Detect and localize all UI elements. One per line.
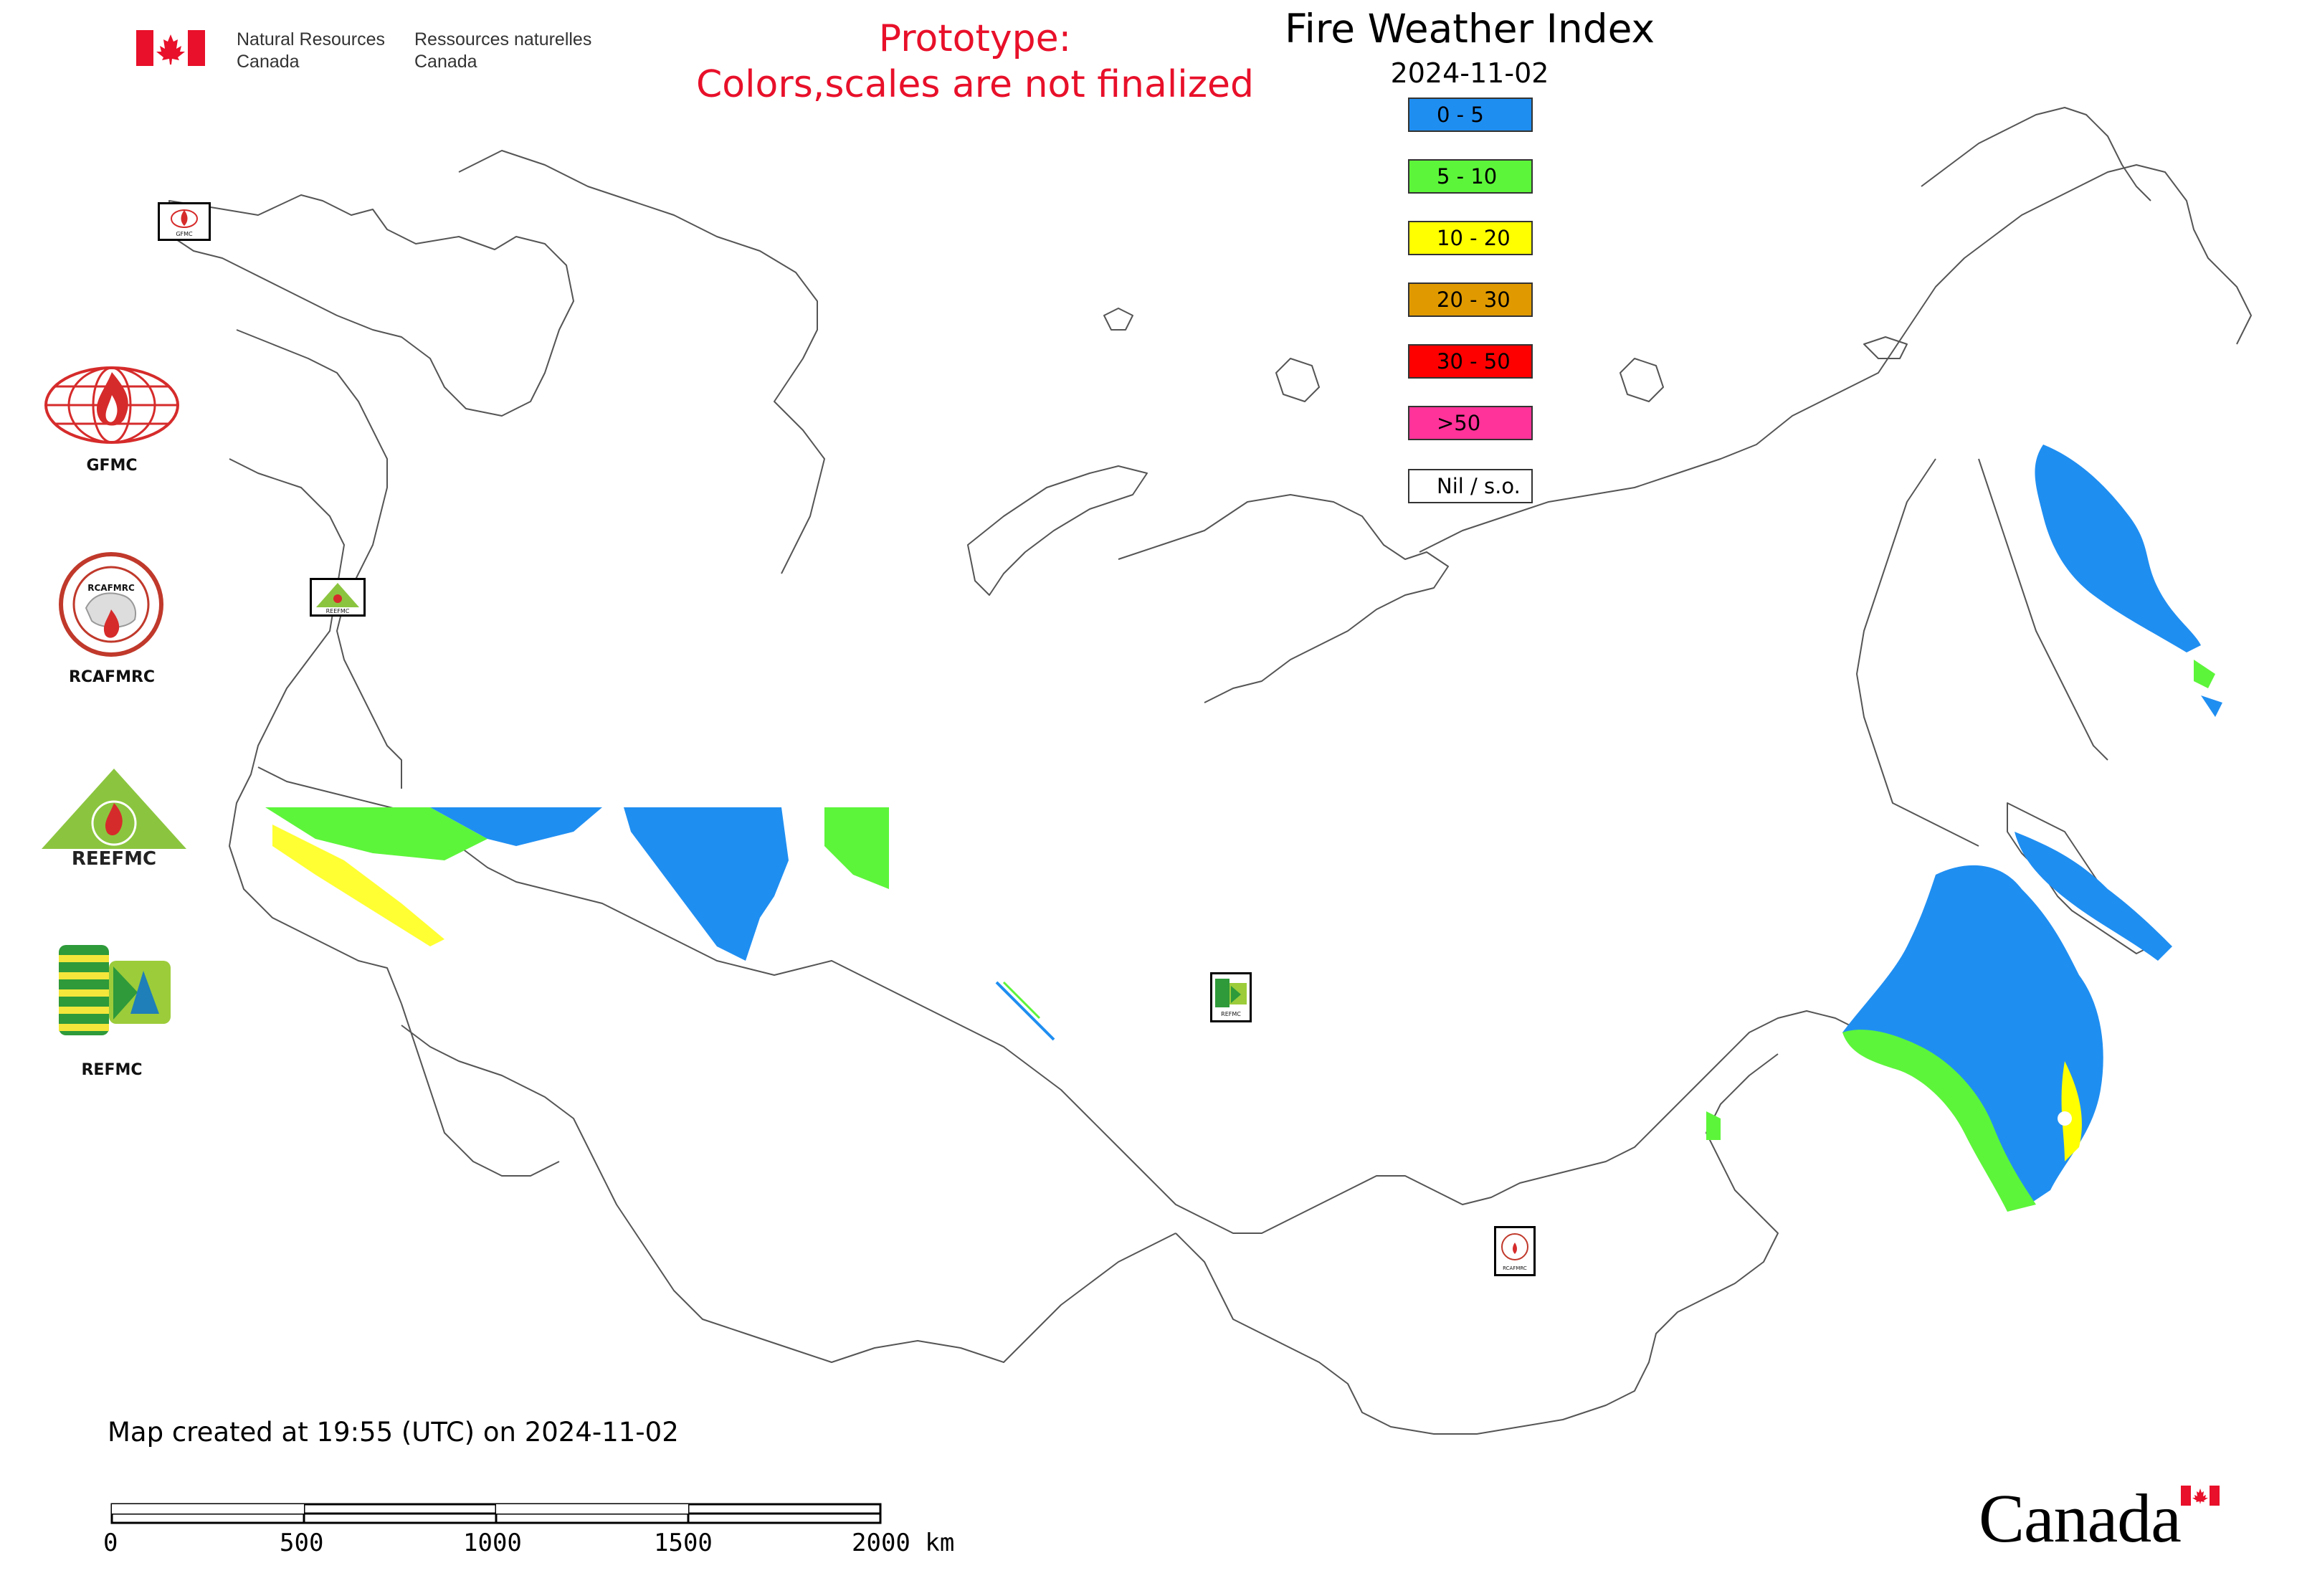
rcafmrc-logo-label: RCAFMRC bbox=[68, 668, 156, 686]
border-caspian bbox=[401, 1003, 560, 1177]
scale-label-500: 500 bbox=[280, 1529, 324, 1557]
coast-okhotsk bbox=[1856, 458, 1979, 847]
fwi-coverage-kamchatka bbox=[2035, 445, 2222, 717]
canada-wordmark: Canada bbox=[1979, 1480, 2182, 1557]
legend-item-nil: Nil / s.o. bbox=[1408, 469, 1533, 503]
legend-item-5-10: 5 - 10 bbox=[1408, 159, 1533, 194]
border-central-asia bbox=[401, 1025, 1176, 1363]
prototype-notice: Prototype: Colors,scales are not finaliz… bbox=[609, 16, 1341, 108]
coast-kola bbox=[458, 150, 825, 574]
legend-item-20-30: 20 - 30 bbox=[1408, 282, 1533, 317]
refmc-marker: REFMC bbox=[1210, 972, 1252, 1022]
gfmc-logo-label: GFMC bbox=[86, 457, 138, 475]
coast-chukotka bbox=[1921, 107, 2151, 201]
gov-name-en: Natural Resources Canada bbox=[237, 29, 385, 73]
coast-north-siberia bbox=[1419, 164, 2252, 553]
svg-text:RCAFMRC: RCAFMRC bbox=[87, 583, 135, 593]
canada-flag-icon bbox=[136, 30, 205, 66]
rcafmrc-marker-label: RCAFMRC bbox=[1503, 1265, 1527, 1271]
gfmc-marker: GFMC bbox=[158, 202, 211, 241]
gov-en-line2: Canada bbox=[237, 52, 300, 72]
svg-text:REEFMC: REEFMC bbox=[72, 848, 156, 868]
legend-item-30-50: 30 - 50 bbox=[1408, 344, 1533, 379]
prototype-line2: Colors,scales are not finalized bbox=[695, 63, 1255, 106]
island-novaya-zemlya bbox=[967, 465, 1148, 596]
rcafmrc-logo-icon: RCAFMRC bbox=[59, 552, 163, 657]
fwi-coverage-far-east bbox=[1706, 832, 2172, 1212]
country-borders bbox=[168, 107, 2252, 1435]
gfmc-marker-label: GFMC bbox=[176, 231, 193, 237]
refmc-marker-label: REFMC bbox=[1221, 1011, 1241, 1017]
border-russia-south bbox=[257, 766, 1893, 1234]
reefmc-logo-icon: REEFMC bbox=[39, 769, 189, 868]
legend-item-0-5: 0 - 5 bbox=[1408, 98, 1533, 132]
scale-bar bbox=[110, 1503, 882, 1524]
refmc-marker-icon: REFMC bbox=[1215, 979, 1247, 1017]
map-date: 2024-11-02 bbox=[1390, 57, 1549, 89]
coast-kamchatka bbox=[1978, 458, 2108, 761]
fwi-coverage-west bbox=[265, 807, 1055, 1041]
rcafmrc-marker: RCAFMRC bbox=[1494, 1226, 1536, 1276]
map-title: Fire Weather Index bbox=[1284, 6, 1655, 52]
gfmc-logo-icon bbox=[44, 366, 179, 444]
scale-label-0: 0 bbox=[103, 1529, 118, 1557]
gfmc-marker-icon: GFMC bbox=[171, 209, 198, 237]
gov-name-fr: Ressources naturelles Canada bbox=[414, 29, 591, 73]
map-created-text: Map created at 19:55 (UTC) on 2024-11-02 bbox=[108, 1417, 679, 1448]
refmc-logo-label: REFMC bbox=[81, 1061, 143, 1079]
canada-wordmark-flag-icon bbox=[2181, 1486, 2220, 1506]
gov-fr-line2: Canada bbox=[414, 52, 477, 72]
gov-fr-line1: Ressources naturelles bbox=[414, 29, 592, 49]
border-ukraine-belarus bbox=[229, 458, 402, 1004]
reefmc-marker-icon: REEFMC bbox=[316, 583, 359, 614]
legend-item-10-20: 10 - 20 bbox=[1408, 221, 1533, 255]
border-mongolia bbox=[1175, 1218, 1779, 1435]
reefmc-marker: REEFMC bbox=[310, 578, 366, 617]
island-wrangel bbox=[1863, 336, 1908, 359]
rcafmrc-marker-icon: RCAFMRC bbox=[1501, 1233, 1528, 1271]
legend-item-gt50: >50 bbox=[1408, 406, 1533, 440]
island-franz-josef bbox=[1103, 308, 1133, 331]
reefmc-marker-label: REEFMC bbox=[326, 608, 350, 614]
scale-label-2000: 2000 km bbox=[852, 1529, 955, 1557]
gov-en-line1: Natural Resources bbox=[237, 29, 386, 49]
prototype-line1: Prototype: bbox=[878, 17, 1072, 60]
refmc-logo-icon bbox=[59, 945, 171, 1035]
scale-label-1500: 1500 bbox=[654, 1529, 713, 1557]
scale-label-1000: 1000 bbox=[463, 1529, 522, 1557]
coast-taymyr bbox=[1118, 494, 1449, 703]
border-baltics bbox=[236, 329, 402, 789]
border-scandinavia bbox=[168, 194, 574, 417]
island-severnaya bbox=[1275, 358, 1320, 402]
island-new-siberian bbox=[1620, 358, 1664, 402]
